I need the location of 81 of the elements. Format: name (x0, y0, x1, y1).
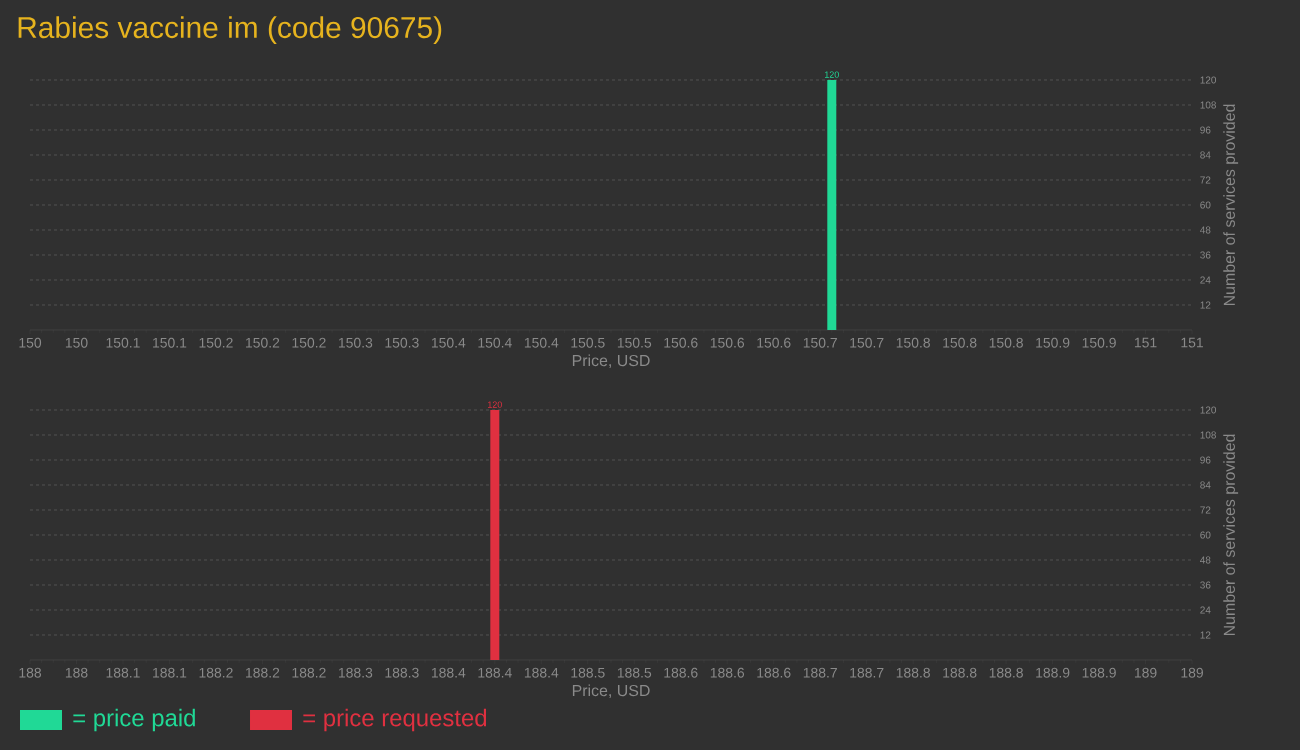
x-tick-label: 150.5 (571, 337, 605, 348)
x-tick-label: 188.8 (989, 667, 1023, 678)
x-tick-label: 189 (1181, 667, 1203, 678)
x-tick-label: 150.9 (1082, 337, 1116, 348)
x-tick-label: 188 (19, 667, 42, 678)
y-tick-label: 60 (1200, 201, 1211, 209)
x-tick-label: 150.2 (292, 337, 326, 348)
x-tick-label: 151 (1134, 337, 1157, 348)
y-tick-label: 60 (1200, 531, 1211, 539)
x-tick-label: 150.1 (153, 337, 187, 348)
y-tick-label: 120 (1200, 406, 1217, 414)
x-tick-label: 188.5 (571, 667, 605, 678)
x-tick-label: 150 (19, 337, 42, 348)
x-tick-label: 188.1 (106, 667, 140, 678)
y-tick-label: 72 (1200, 506, 1211, 514)
x-tick-label: 150.6 (757, 337, 791, 348)
y-tick-label: 108 (1200, 101, 1216, 109)
x-tick-label: 188.9 (1082, 667, 1116, 678)
y-tick-label: 96 (1200, 126, 1211, 134)
x-tick-label: 188.4 (478, 667, 512, 678)
x-tick-label: 188.6 (710, 667, 745, 678)
x-tick-label: 188.4 (524, 667, 559, 678)
x-tick-label: 150.9 (1036, 337, 1070, 348)
x-tick-label: 150.8 (989, 337, 1023, 348)
x-tick-label: 151 (1181, 337, 1203, 348)
x-tick-label: 188.6 (757, 667, 791, 678)
y-tick-label: 84 (1200, 481, 1211, 489)
x-tick-label: 188.3 (385, 667, 419, 678)
y-tick-label: 36 (1200, 251, 1211, 259)
data-label: 120 (488, 401, 502, 408)
x-tick-label: 188.7 (803, 667, 837, 678)
x-tick-label: 188.5 (617, 667, 652, 678)
x-tick-label: 188.2 (246, 667, 280, 678)
y-tick-label: 24 (1200, 606, 1211, 614)
y-tick-label: 12 (1200, 631, 1211, 639)
chart-title: Rabies vaccine im (code 90675) (18, 16, 442, 45)
x-tick-label: 150.1 (106, 337, 140, 348)
x-tick-label: 150.3 (385, 337, 419, 348)
x-tick-label: 150.2 (199, 337, 233, 348)
y-tick-label: 108 (1200, 431, 1216, 439)
x-tick-label: 189 (1134, 667, 1157, 678)
x-tick-label: 150.8 (896, 337, 930, 348)
x-tick-label: 150.2 (246, 337, 280, 348)
x-tick-label: 188.8 (896, 667, 930, 678)
y-tick-label: 120 (1200, 76, 1217, 84)
x-tick-label: 188.8 (943, 667, 977, 678)
y-tick-label: 84 (1200, 151, 1211, 159)
x-tick-label: 150.7 (850, 337, 884, 348)
x-tick-label: 150.4 (478, 337, 512, 348)
x-tick-label: 188.9 (1036, 667, 1070, 678)
x-tick-label: 150.4 (431, 337, 466, 348)
x-tick-label: 150.6 (664, 337, 698, 348)
y-tick-label: 48 (1200, 226, 1211, 234)
x-tick-label: 150.6 (710, 337, 745, 348)
x-tick-label: 188.1 (153, 667, 187, 678)
y-tick-label: 96 (1200, 456, 1211, 464)
y-tick-label: 48 (1200, 556, 1211, 564)
legend-label: = price requested (303, 708, 487, 732)
y-tick-label: 24 (1200, 276, 1211, 284)
y-tick-label: 36 (1200, 581, 1211, 589)
x-tick-label: 150.4 (524, 337, 559, 348)
x-tick-label: 188.2 (292, 667, 326, 678)
x-tick-label: 150.8 (943, 337, 977, 348)
x-tick-label: 188.6 (664, 667, 698, 678)
y-tick-label: 72 (1200, 176, 1211, 184)
y-tick-label: 12 (1200, 301, 1211, 309)
x-tick-label: 150 (65, 337, 88, 348)
x-axis-title: Price, USD (572, 684, 650, 699)
x-tick-label: 188.2 (199, 667, 233, 678)
data-label: 120 (825, 71, 839, 78)
x-tick-label: 188.3 (338, 667, 373, 678)
x-tick-label: 150.7 (803, 337, 837, 348)
y-axis-title: Number of services provided (1223, 104, 1239, 306)
legend-label: = price paid (73, 708, 195, 732)
y-axis-title: Number of services provided (1223, 434, 1239, 636)
x-axis-title: Price, USD (572, 354, 650, 369)
x-tick-label: 150.5 (617, 337, 652, 348)
x-tick-label: 188 (65, 667, 88, 678)
x-tick-label: 150.3 (338, 337, 373, 348)
x-tick-label: 188.4 (431, 667, 466, 678)
x-tick-label: 188.7 (850, 667, 884, 678)
